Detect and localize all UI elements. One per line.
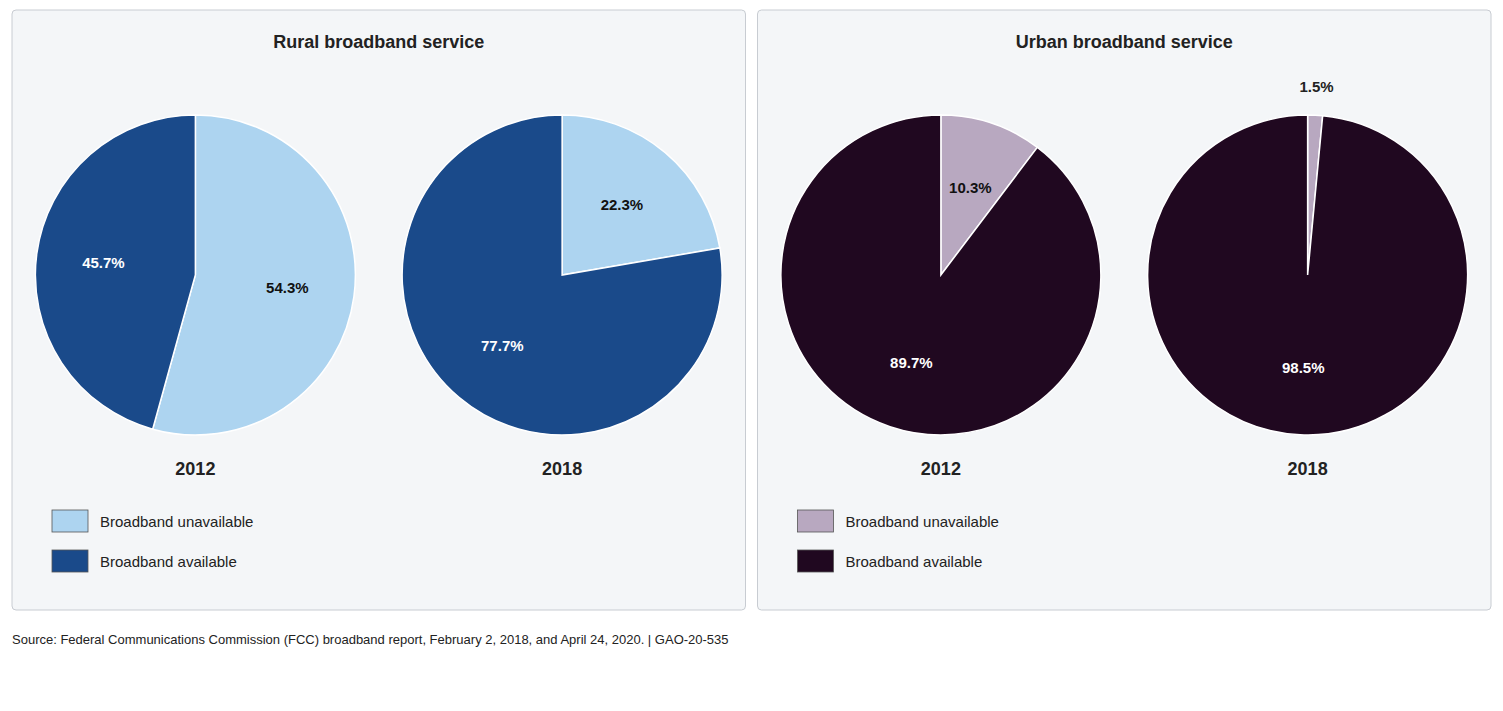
pie-slice bbox=[562, 115, 720, 275]
slices bbox=[402, 115, 722, 435]
panel: Rural broadband service 54.3% 45.7% 2012 22.… bbox=[12, 10, 746, 610]
pie-slice bbox=[1148, 115, 1468, 435]
panel-background bbox=[758, 10, 1492, 610]
legend-item: Broadband unavailable bbox=[52, 510, 253, 532]
legend: Broadband unavailable Broadband available bbox=[798, 510, 999, 572]
data-label: 54.3% bbox=[266, 279, 309, 296]
panel: Urban broadband service 10.3% 89.7% 2012 1.5… bbox=[758, 10, 1492, 610]
pie-slice bbox=[781, 115, 1101, 435]
legend-swatch bbox=[52, 510, 88, 532]
data-label: 45.7% bbox=[82, 254, 125, 271]
legend-item: Broadband available bbox=[798, 550, 983, 572]
source-note: Source: Federal Communications Commissio… bbox=[12, 632, 729, 647]
data-label: 89.7% bbox=[890, 354, 933, 371]
pie: 10.3% 89.7% bbox=[781, 115, 1101, 435]
pie-slice bbox=[35, 115, 195, 429]
legend-swatch bbox=[798, 510, 834, 532]
data-label: 10.3% bbox=[949, 179, 992, 196]
pie: 54.3% 45.7% bbox=[35, 115, 355, 435]
data-label: 22.3% bbox=[601, 196, 644, 213]
legend-item: Broadband available bbox=[52, 550, 237, 572]
pie: 22.3% 77.7% bbox=[402, 115, 722, 435]
year-label: 2018 bbox=[1288, 459, 1328, 479]
legend: Broadband unavailable Broadband available bbox=[52, 510, 253, 572]
data-labels: 22.3% 77.7% bbox=[481, 196, 643, 355]
data-label: 98.5% bbox=[1282, 359, 1325, 376]
pie-slice bbox=[402, 115, 722, 435]
panel-title: Rural broadband service bbox=[273, 32, 484, 52]
legend-swatch bbox=[52, 550, 88, 572]
legend-item: Broadband unavailable bbox=[798, 510, 999, 532]
pie: 1.5% 98.5% bbox=[1148, 78, 1468, 435]
data-labels: 10.3% 89.7% bbox=[890, 179, 992, 372]
data-labels: 1.5% 98.5% bbox=[1282, 78, 1334, 376]
year-label: 2018 bbox=[542, 459, 582, 479]
year-label: 2012 bbox=[175, 459, 215, 479]
slices bbox=[781, 115, 1101, 435]
data-labels: 54.3% 45.7% bbox=[82, 254, 308, 296]
year-label: 2012 bbox=[921, 459, 961, 479]
legend-swatch bbox=[798, 550, 834, 572]
slices bbox=[1148, 115, 1468, 435]
legend-label: Broadband available bbox=[846, 553, 983, 570]
panel-background bbox=[12, 10, 746, 610]
data-label: 77.7% bbox=[481, 337, 524, 354]
panel-title: Urban broadband service bbox=[1016, 32, 1233, 52]
slices bbox=[35, 115, 355, 435]
legend-label: Broadband unavailable bbox=[100, 513, 253, 530]
legend-label: Broadband available bbox=[100, 553, 237, 570]
legend-label: Broadband unavailable bbox=[846, 513, 999, 530]
chart-root: Rural broadband service 54.3% 45.7% 2012 22.… bbox=[0, 0, 1503, 711]
data-label: 1.5% bbox=[1299, 78, 1333, 95]
